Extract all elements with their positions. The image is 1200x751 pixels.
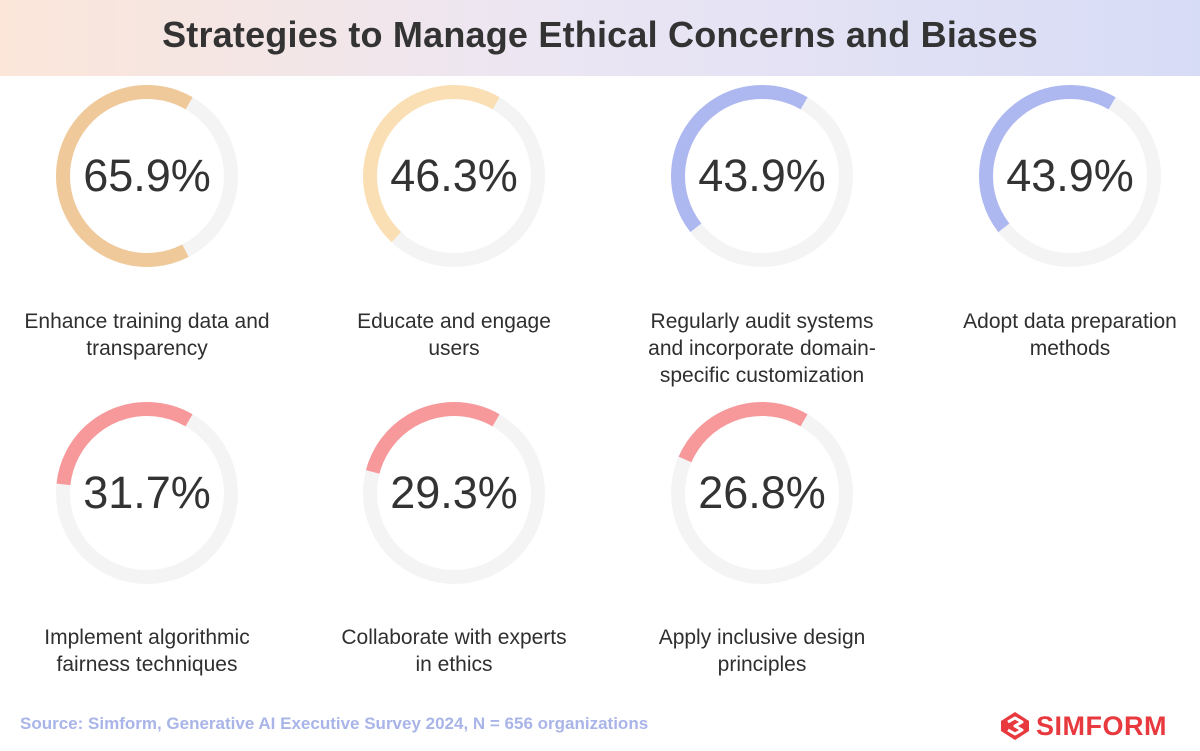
chart-title: Strategies to Manage Ethical Concerns an… [162, 14, 1038, 55]
label-line: Collaborate with experts [341, 626, 567, 649]
donut-svg [671, 85, 853, 267]
donut-category-label: Regularly audit systems and incorporate d… [612, 308, 912, 389]
donut-4: 43.9% [977, 83, 1163, 269]
donut-category-label: Implement algorithmic fairness techniques [0, 624, 297, 678]
label-line: Educate and engage [357, 310, 551, 333]
label-line: Apply inclusive design [658, 626, 866, 649]
donut-arc [671, 85, 853, 267]
donut-value-label: 26.8% [698, 467, 826, 518]
donut-category-label: Adopt data preparation methods [920, 308, 1200, 362]
donut-category-label: Collaborate with experts in ethics [304, 624, 604, 678]
simform-logo-icon [1001, 712, 1029, 740]
label-line: Implement algorithmic [44, 626, 250, 649]
donut-svg [979, 85, 1161, 267]
donut-svg [671, 402, 853, 584]
donut-category-label: Apply inclusive design principles [612, 624, 912, 678]
label-line: fairness techniques [56, 653, 238, 676]
donut-2: 46.3% [361, 83, 547, 269]
donut-svg [56, 402, 238, 584]
donut-value-label: 65.9% [83, 150, 211, 201]
donut-value-label: 46.3% [390, 150, 518, 201]
label-line: in ethics [415, 653, 493, 676]
donut-svg [55, 84, 238, 267]
label-line: transparency [86, 337, 208, 360]
donut-svg [363, 402, 545, 584]
label-line: Regularly audit systems [650, 310, 874, 333]
donut-value-label: 29.3% [390, 467, 518, 518]
source-note: Source: Simform, Generative AI Executive… [20, 714, 649, 733]
label-line: methods [1029, 337, 1111, 360]
label-line: principles [717, 653, 807, 676]
donut-3: 43.9% [669, 83, 855, 269]
brand-name: SIMFORM [1036, 711, 1167, 741]
label-line: users [428, 337, 480, 360]
donut-value-label: 43.9% [698, 150, 826, 201]
donut-category-label: Enhance training data and transparency [0, 308, 297, 362]
donut-5: 31.7% [54, 400, 240, 586]
donut-value-label: 43.9% [1006, 150, 1134, 201]
label-line: specific customization [659, 364, 865, 387]
label-line: and incorporate domain- [648, 337, 876, 360]
donut-category-label: Educate and engage users [304, 308, 604, 362]
donut-svg [363, 85, 545, 267]
donut-arc [671, 402, 853, 584]
donut-1: 65.9% [54, 83, 240, 269]
label-line: Adopt data preparation [963, 310, 1177, 333]
donut-7: 26.8% [669, 400, 855, 586]
donut-arc [363, 85, 545, 267]
donut-arc [979, 85, 1161, 267]
title-band [0, 0, 1200, 76]
label-line: Enhance training data and [24, 310, 270, 333]
donut-6: 29.3% [361, 400, 547, 586]
donut-value-label: 31.7% [83, 467, 211, 518]
